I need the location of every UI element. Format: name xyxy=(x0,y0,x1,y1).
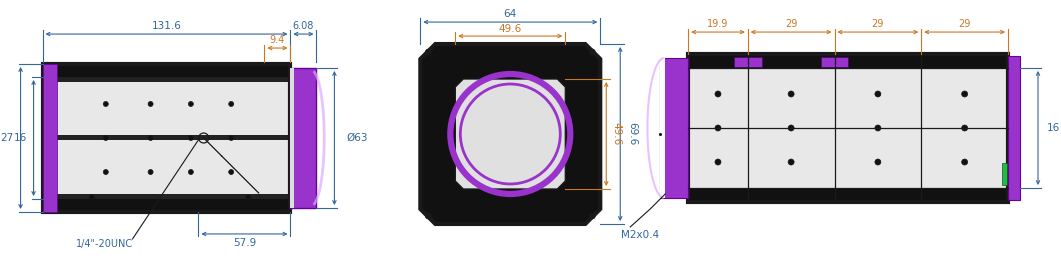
Circle shape xyxy=(589,213,595,219)
Text: 29: 29 xyxy=(872,19,884,29)
Circle shape xyxy=(229,135,233,140)
Bar xyxy=(42,64,56,212)
Circle shape xyxy=(788,91,794,97)
Circle shape xyxy=(715,125,721,131)
Circle shape xyxy=(89,195,94,200)
Circle shape xyxy=(715,159,721,165)
Circle shape xyxy=(875,91,881,97)
Text: 16: 16 xyxy=(1047,123,1060,133)
Bar xyxy=(1002,163,1007,185)
Circle shape xyxy=(149,170,153,175)
Bar xyxy=(660,58,689,198)
Text: 9.4: 9.4 xyxy=(269,35,285,45)
Text: Ø63: Ø63 xyxy=(346,133,368,143)
Polygon shape xyxy=(455,79,566,189)
Polygon shape xyxy=(420,44,601,224)
Text: 6.08: 6.08 xyxy=(293,21,314,31)
Circle shape xyxy=(961,91,968,97)
Circle shape xyxy=(103,101,108,107)
Circle shape xyxy=(103,135,108,140)
Text: 131.6: 131.6 xyxy=(152,21,181,31)
Text: 57.9: 57.9 xyxy=(232,238,256,248)
Bar xyxy=(689,188,1008,202)
Circle shape xyxy=(246,195,250,200)
Bar xyxy=(660,58,665,198)
Circle shape xyxy=(149,135,153,140)
Circle shape xyxy=(229,170,233,175)
Text: 29: 29 xyxy=(785,19,797,29)
Text: 64: 64 xyxy=(504,9,517,19)
Bar xyxy=(42,64,291,212)
Circle shape xyxy=(189,101,193,107)
Circle shape xyxy=(425,213,432,219)
Text: 16: 16 xyxy=(14,133,27,143)
Bar xyxy=(820,57,849,67)
Circle shape xyxy=(189,135,193,140)
Text: 49.6: 49.6 xyxy=(499,24,522,34)
Circle shape xyxy=(715,91,721,97)
Text: 69.6: 69.6 xyxy=(627,122,638,146)
Circle shape xyxy=(425,49,432,55)
Bar xyxy=(56,77,291,82)
Circle shape xyxy=(961,159,968,165)
Circle shape xyxy=(589,49,595,55)
Bar xyxy=(689,54,1008,68)
Bar xyxy=(291,68,294,208)
Text: M2x0.4: M2x0.4 xyxy=(621,230,659,240)
Bar xyxy=(291,68,316,208)
Bar xyxy=(56,135,291,140)
Circle shape xyxy=(229,101,233,107)
Bar xyxy=(734,57,762,67)
Bar xyxy=(1008,56,1020,200)
Circle shape xyxy=(961,125,968,131)
Circle shape xyxy=(149,101,153,107)
Text: 49.6: 49.6 xyxy=(611,122,622,146)
Circle shape xyxy=(875,125,881,131)
Circle shape xyxy=(189,170,193,175)
Text: 19.9: 19.9 xyxy=(708,19,729,29)
Circle shape xyxy=(788,125,794,131)
Bar xyxy=(56,194,291,199)
Circle shape xyxy=(788,159,794,165)
Text: 27: 27 xyxy=(0,133,14,143)
Circle shape xyxy=(103,170,108,175)
Bar xyxy=(42,199,291,212)
Text: 1/4"-20UNC: 1/4"-20UNC xyxy=(76,239,133,249)
Bar xyxy=(689,54,1008,202)
Bar xyxy=(42,64,291,77)
Text: 29: 29 xyxy=(958,19,971,29)
Circle shape xyxy=(875,159,881,165)
